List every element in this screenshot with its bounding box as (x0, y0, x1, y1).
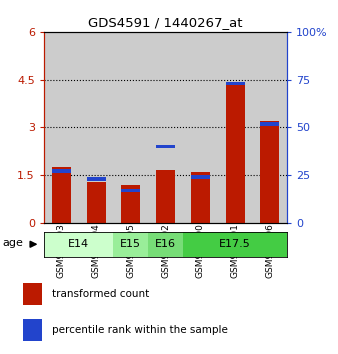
Bar (114, 232, 148, 257)
Text: E14: E14 (68, 239, 89, 249)
Text: E15: E15 (120, 239, 141, 249)
Bar (121, 189, 140, 193)
Bar (260, 122, 280, 126)
Bar (218, 32, 252, 223)
Bar (156, 145, 175, 148)
Title: GDS4591 / 1440267_at: GDS4591 / 1440267_at (88, 16, 243, 29)
Text: E16: E16 (155, 239, 176, 249)
Bar (260, 121, 280, 223)
Bar (148, 232, 183, 257)
Bar (191, 172, 210, 223)
Bar (225, 85, 245, 223)
Bar (87, 182, 106, 223)
Bar (44, 32, 79, 223)
Bar (183, 232, 287, 257)
Bar (114, 32, 148, 223)
Bar (23, 284, 42, 305)
Text: percentile rank within the sample: percentile rank within the sample (52, 325, 227, 335)
Bar (148, 32, 183, 223)
Bar (79, 32, 114, 223)
Text: transformed count: transformed count (52, 289, 149, 299)
Bar (156, 171, 175, 223)
Bar (52, 167, 71, 223)
Bar (252, 32, 287, 223)
Bar (23, 319, 42, 341)
Text: age: age (2, 238, 23, 248)
Bar (191, 175, 210, 179)
Bar (225, 81, 245, 85)
Bar (183, 32, 218, 223)
Bar (121, 185, 140, 223)
Text: E17.5: E17.5 (219, 239, 251, 249)
Bar (87, 177, 106, 181)
Bar (44, 232, 114, 257)
Bar (52, 170, 71, 173)
